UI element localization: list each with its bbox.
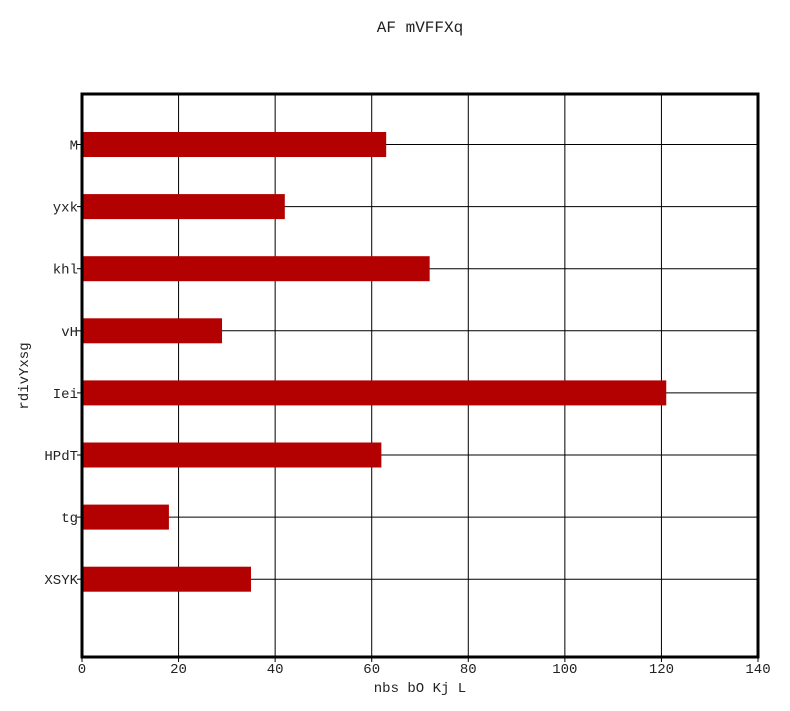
x-tick-label-4: 80 — [460, 662, 477, 678]
y-tick-label-6: tg — [61, 511, 78, 527]
x-tick-label-0: 0 — [78, 662, 86, 678]
bar-XSYK — [82, 566, 251, 592]
y-tick-label-1: yxk — [53, 201, 78, 217]
bar-tg — [82, 504, 169, 530]
y-axis-label: rdivYxsg — [17, 342, 33, 409]
chart-title: AF mVFFXq — [377, 19, 463, 37]
bar-Iei — [82, 380, 667, 406]
y-tick-label-0: M — [70, 139, 78, 155]
x-tick-labels: 0 20 40 60 80 100 120 140 — [78, 662, 771, 678]
y-tick-label-7: XSYK — [44, 573, 78, 589]
bar-vH — [82, 318, 223, 344]
y-tick-label-5: HPdT — [44, 449, 78, 465]
bar-HPdT — [82, 442, 382, 468]
x-tick-label-2: 40 — [267, 662, 284, 678]
bar-yxk — [82, 194, 285, 220]
bar-khl — [82, 256, 430, 282]
x-tick-label-6: 120 — [649, 662, 674, 678]
bars — [82, 132, 667, 592]
y-tick-label-2: khl — [53, 263, 78, 279]
x-tick-label-1: 20 — [170, 662, 187, 678]
x-tick-label-3: 60 — [363, 662, 380, 678]
x-axis-label: nbs bO Kj L — [374, 681, 466, 697]
plot-frame — [80, 92, 760, 659]
x-tick-label-7: 140 — [745, 662, 770, 678]
bar-M — [82, 132, 387, 157]
y-tick-label-3: vH — [61, 325, 78, 341]
y-tick-label-4: Iei — [53, 387, 78, 403]
x-tick-label-5: 100 — [552, 662, 577, 678]
